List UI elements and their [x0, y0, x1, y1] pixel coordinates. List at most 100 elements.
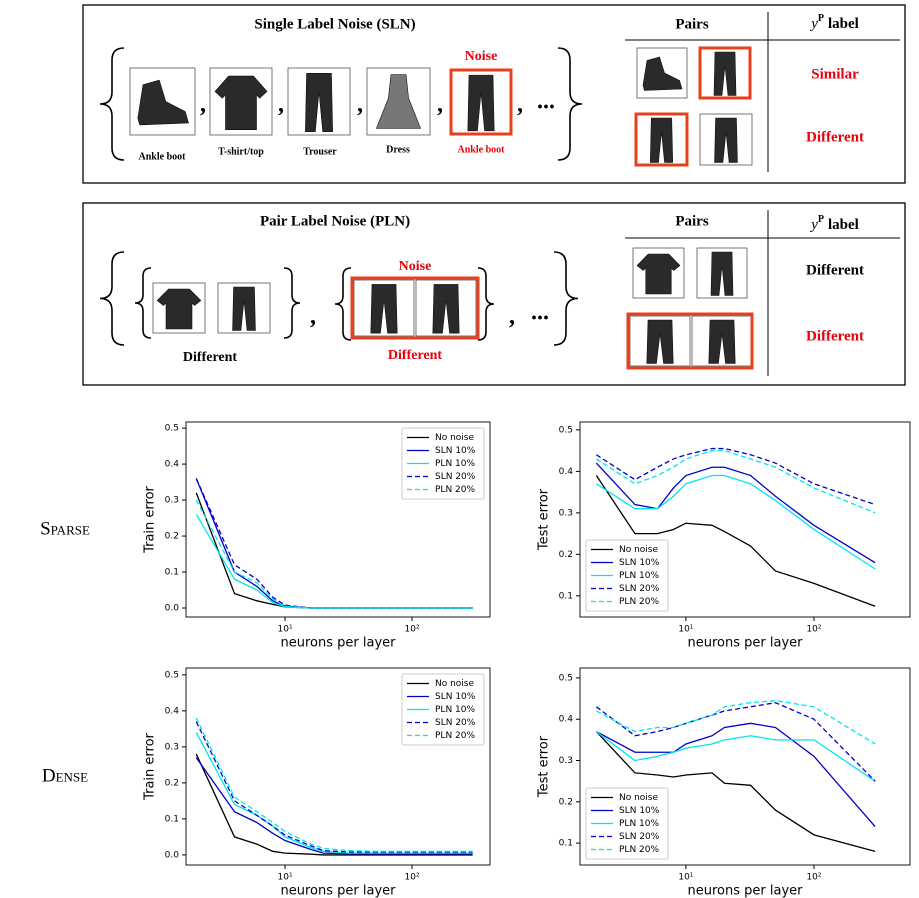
x-tick-label: 10¹	[678, 625, 693, 635]
x-axis-label: neurons per layer	[281, 884, 397, 898]
y-tick-label: 0.4	[559, 467, 574, 477]
x-axis-label: neurons per layer	[688, 884, 804, 898]
row-label: Sparse	[40, 518, 90, 539]
y-tick-label: 0.5	[165, 670, 179, 680]
legend-label: SLN 10%	[619, 558, 660, 568]
separator: ,	[357, 92, 363, 118]
header-text: label	[828, 16, 859, 32]
y-tick-label: 0.2	[559, 797, 573, 807]
pair-label: Different	[806, 328, 864, 344]
y-axis-label: Test error	[537, 488, 552, 551]
legend-label: PLN 20%	[619, 597, 659, 607]
separator: ,	[437, 92, 443, 118]
x-tick-label: 10²	[405, 625, 420, 635]
noise-label: Noise	[399, 259, 432, 274]
series-line	[196, 754, 472, 855]
icons	[100, 48, 752, 368]
y-tick-label: 0.3	[165, 496, 179, 506]
item-label: T-shirt/top	[218, 146, 264, 157]
y-tick-label: 0.1	[165, 814, 179, 824]
y-tick-label: 0.0	[165, 850, 180, 860]
separator: ,	[517, 92, 523, 118]
y-tick-label: 0.4	[165, 706, 180, 716]
separator: ,	[278, 92, 284, 118]
figure: Single Label Noise (SLN) Pair Label Nois…	[0, 0, 919, 898]
separator: ,	[509, 304, 515, 330]
legend-label: PLN 10%	[435, 459, 475, 469]
row-label: Dense	[42, 765, 88, 786]
legend-label: PLN 10%	[619, 819, 659, 829]
legend-label: PLN 10%	[435, 705, 475, 715]
series-line	[596, 703, 875, 781]
brace	[284, 268, 300, 338]
pairs-header: Pairs	[675, 213, 708, 229]
legend-label: SLN 20%	[435, 472, 476, 482]
item-label: Different	[183, 350, 237, 365]
separator: ,	[200, 92, 206, 118]
pln-title: Pair Label Noise (PLN)	[260, 213, 410, 229]
legend-label: SLN 20%	[619, 584, 660, 594]
noise-label: Noise	[465, 49, 498, 64]
x-tick-label: 10¹	[678, 873, 693, 883]
item-label: Ankle boot	[458, 144, 506, 155]
y-tick-label: 0.4	[559, 715, 574, 725]
series-line	[196, 493, 472, 608]
header-symbol: y	[809, 16, 818, 32]
pair-label: Similar	[811, 66, 859, 82]
legend-label: PLN 10%	[619, 571, 659, 581]
y-tick-label: 0.2	[165, 532, 179, 542]
legend-label: SLN 10%	[619, 806, 660, 816]
legend-label: PLN 20%	[435, 485, 475, 495]
legend-label: PLN 20%	[619, 845, 659, 855]
legend-label: No noise	[619, 545, 658, 555]
brace	[135, 268, 151, 338]
header-text: label	[828, 217, 859, 233]
item-label: Different	[388, 348, 442, 363]
x-axis-label: neurons per layer	[688, 636, 804, 651]
sln-title: Single Label Noise (SLN)	[254, 16, 415, 32]
y-axis-label: Train error	[143, 732, 158, 800]
x-axis-label: neurons per layer	[281, 636, 397, 651]
brace	[100, 252, 124, 345]
legend-label: No noise	[435, 433, 474, 443]
legend-label: SLN 10%	[435, 446, 476, 456]
brace	[558, 48, 582, 160]
brace	[335, 268, 351, 340]
ellipsis: ...	[537, 89, 555, 115]
x-tick-label: 10¹	[278, 625, 293, 635]
label-header: yPlabel	[809, 13, 859, 32]
pair-label: Different	[806, 262, 864, 278]
series-line	[196, 500, 472, 608]
x-tick-label: 10¹	[278, 873, 293, 883]
y-tick-label: 0.3	[559, 756, 573, 766]
x-tick-label: 10²	[405, 873, 420, 883]
y-tick-label: 0.5	[165, 424, 179, 434]
legend-label: No noise	[435, 679, 474, 689]
brace	[478, 268, 494, 340]
brace	[554, 252, 578, 345]
y-tick-label: 0.1	[559, 591, 573, 601]
x-tick-label: 10²	[806, 873, 821, 883]
item-label: Trouser	[303, 146, 337, 157]
separator: ,	[310, 304, 316, 330]
header-superscript: P	[818, 214, 824, 225]
item-label: Dress	[386, 144, 410, 155]
brace	[100, 48, 124, 160]
pair-label: Different	[806, 129, 864, 145]
pairs-header: Pairs	[675, 16, 708, 32]
legend-label: SLN 20%	[435, 718, 476, 728]
y-tick-label: 0.5	[559, 425, 573, 435]
y-tick-label: 0.0	[165, 604, 180, 614]
legend-label: No noise	[619, 793, 658, 803]
y-tick-label: 0.2	[559, 550, 573, 560]
y-axis-label: Test error	[537, 735, 552, 798]
header-symbol: y	[809, 217, 818, 233]
y-tick-label: 0.4	[165, 460, 180, 470]
y-tick-label: 0.1	[165, 568, 179, 578]
ellipsis: ...	[531, 300, 549, 326]
y-axis-label: Train error	[143, 485, 158, 553]
legend-label: PLN 20%	[435, 731, 475, 741]
legend-label: SLN 10%	[435, 692, 476, 702]
x-tick-label: 10²	[806, 625, 821, 635]
